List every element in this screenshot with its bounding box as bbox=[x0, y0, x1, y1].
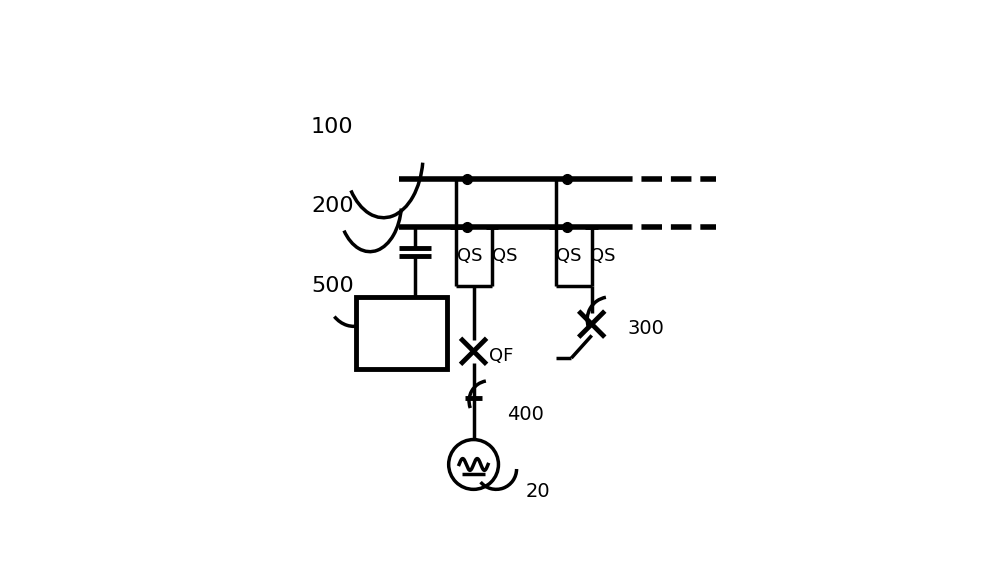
Text: QF: QF bbox=[489, 347, 514, 365]
Text: 300: 300 bbox=[628, 319, 665, 338]
Text: QS: QS bbox=[590, 247, 616, 265]
Text: 100: 100 bbox=[311, 117, 354, 137]
Text: QS: QS bbox=[492, 247, 518, 265]
Bar bbox=[356, 297, 447, 369]
Text: QS: QS bbox=[556, 247, 582, 265]
Text: 500: 500 bbox=[311, 276, 354, 296]
Text: 20: 20 bbox=[526, 482, 550, 501]
Text: 400: 400 bbox=[508, 405, 544, 424]
Text: 200: 200 bbox=[311, 196, 354, 216]
Text: QS: QS bbox=[457, 247, 482, 265]
